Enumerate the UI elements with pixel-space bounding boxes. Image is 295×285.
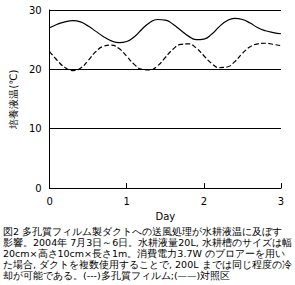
svg-text:0: 0: [46, 196, 52, 207]
svg-text:0: 0: [35, 183, 41, 194]
svg-text:3: 3: [278, 196, 284, 207]
svg-text:Day: Day: [155, 211, 175, 222]
svg-text:30: 30: [29, 5, 42, 16]
svg-text:2: 2: [201, 196, 207, 207]
svg-text:20: 20: [29, 64, 42, 75]
svg-text:1: 1: [124, 196, 130, 207]
svg-text:培養液温(℃): 培養液温(℃): [8, 69, 19, 129]
html-text:図2 多孔質フィルム製ダクトへの送風処理が水耕液温に及ぼす影: 図2 多孔質フィルム製ダクトへの送風処理が水耕液温に及ぼす影響。2004年 7月…: [3, 226, 292, 281]
svg-text:10: 10: [29, 123, 42, 134]
